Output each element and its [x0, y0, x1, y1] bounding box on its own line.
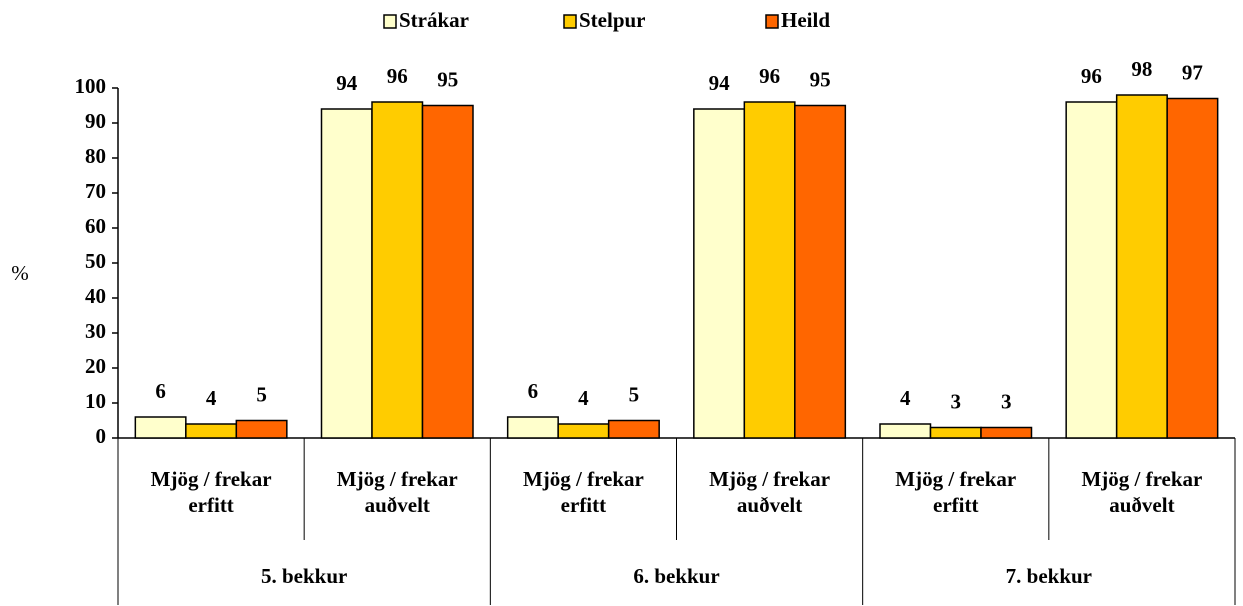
y-tick-label: 40	[85, 284, 106, 308]
data-label: 5	[256, 382, 267, 406]
group-label: 6. bekkur	[633, 564, 719, 588]
bar	[185, 423, 238, 439]
bar	[607, 419, 660, 439]
legend-label: Stelpur	[579, 8, 646, 32]
bar	[743, 101, 796, 439]
bar	[794, 104, 847, 439]
y-tick-label: 30	[85, 319, 106, 343]
data-label: 3	[951, 389, 962, 413]
bar	[929, 426, 982, 439]
x-tick-label: Mjög / frekar auðvelt	[336, 467, 458, 517]
bar	[1115, 94, 1168, 439]
bar	[1166, 97, 1219, 439]
data-label: 4	[578, 386, 589, 410]
y-tick-label: 10	[85, 389, 106, 413]
data-label: 4	[206, 386, 217, 410]
data-label: 94	[709, 71, 731, 95]
bar	[693, 108, 746, 439]
x-tick-label: Mjög / frekar erfitt	[895, 467, 1017, 517]
data-label: 96	[1081, 64, 1102, 88]
group-label: 5. bekkur	[261, 564, 347, 588]
x-tick-label: Mjög / frekar erfitt	[150, 467, 272, 517]
bar	[1065, 101, 1118, 439]
legend-swatch	[563, 14, 577, 29]
y-axis-label: %	[11, 261, 29, 285]
x-tick-label: Mjög / frekar auðvelt	[1081, 467, 1203, 517]
bar	[879, 423, 932, 439]
data-label: 96	[759, 64, 780, 88]
y-tick-label: 90	[85, 109, 106, 133]
y-tick-label: 60	[85, 214, 106, 238]
y-tick-label: 20	[85, 354, 106, 378]
bar	[557, 423, 610, 439]
data-label: 5	[629, 382, 640, 406]
bar	[506, 416, 559, 439]
legend-swatch	[765, 14, 779, 29]
y-tick-label: 70	[85, 179, 106, 203]
bar	[980, 426, 1033, 439]
data-label: 3	[1001, 389, 1012, 413]
y-tick-label: 100	[75, 74, 107, 98]
data-label: 98	[1131, 57, 1152, 81]
bar	[134, 416, 187, 439]
group-label: 7. bekkur	[1006, 564, 1092, 588]
legend-swatch	[383, 14, 397, 29]
data-label: 94	[336, 71, 358, 95]
bar	[320, 108, 373, 439]
data-label: 6	[528, 379, 539, 403]
x-tick-label: Mjög / frekar auðvelt	[709, 467, 831, 517]
data-label: 4	[900, 386, 911, 410]
data-label: 95	[810, 67, 831, 91]
data-label: 97	[1182, 60, 1203, 84]
y-tick-label: 0	[96, 424, 107, 448]
data-label: 96	[387, 64, 408, 88]
data-label: 95	[437, 67, 458, 91]
y-tick-label: 80	[85, 144, 106, 168]
bar	[371, 101, 424, 439]
x-tick-label: Mjög / frekar erfitt	[522, 467, 644, 517]
y-tick-label: 50	[85, 249, 106, 273]
legend-label: Heild	[781, 8, 830, 32]
bar	[235, 419, 288, 439]
data-label: 6	[155, 379, 166, 403]
legend-label: Strákar	[399, 8, 469, 32]
bar	[421, 104, 474, 439]
